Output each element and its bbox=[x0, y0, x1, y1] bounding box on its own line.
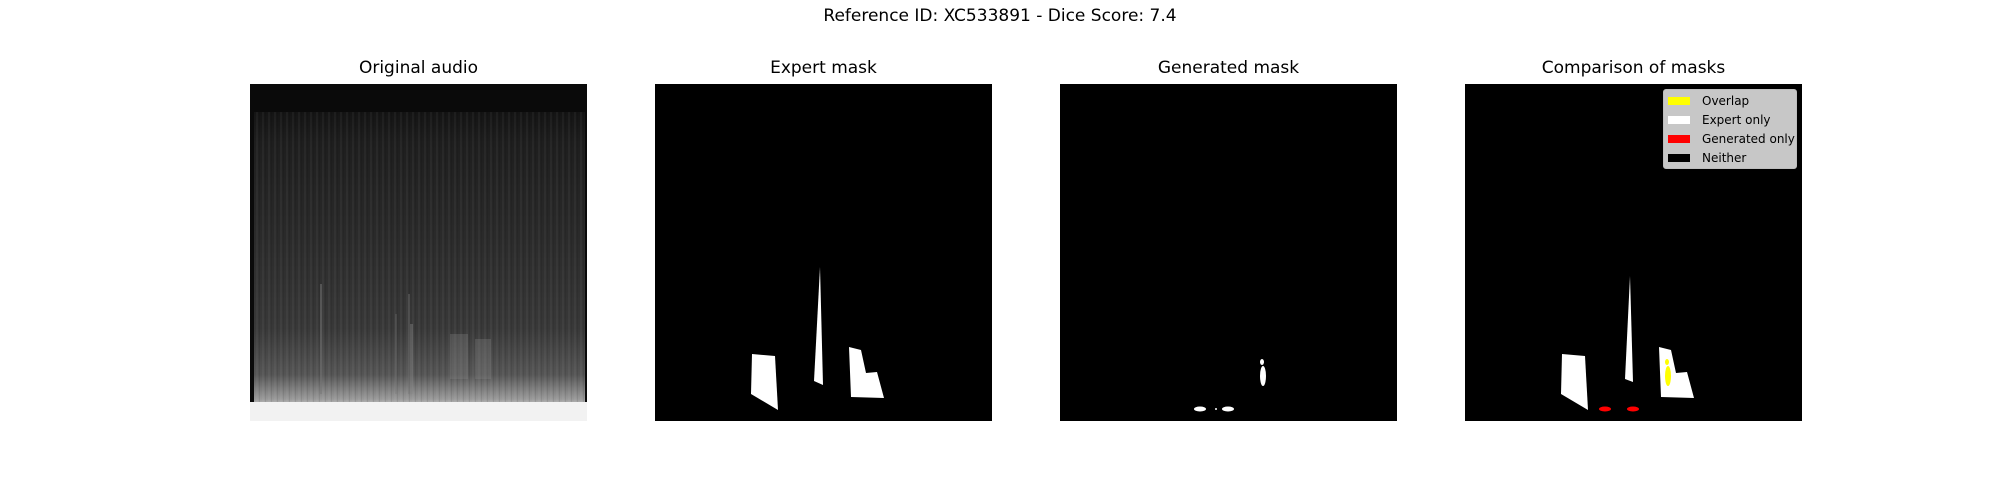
overlap-region-small bbox=[1665, 359, 1669, 365]
generated-only-region-2 bbox=[1627, 406, 1639, 412]
legend-swatch-generated-only bbox=[1668, 135, 1690, 143]
generated-mask-title: Generated mask bbox=[1157, 58, 1300, 78]
expert-mask-graphic bbox=[751, 267, 884, 410]
expert-mask-title: Expert mask bbox=[770, 58, 877, 78]
expert-region-right bbox=[849, 347, 884, 398]
legend-item-generated-only: Generated only bbox=[1668, 131, 1795, 147]
legend-label-generated-only: Generated only bbox=[1702, 132, 1795, 146]
generated-mask-graphic bbox=[1194, 359, 1266, 412]
legend-label-overlap: Overlap bbox=[1702, 94, 1750, 108]
generated-region-4 bbox=[1222, 406, 1234, 412]
generated-only-region-1 bbox=[1599, 406, 1611, 412]
comparison-image: Overlap Expert only Generated only Neith… bbox=[1465, 84, 1802, 421]
legend-item-overlap: Overlap bbox=[1668, 93, 1749, 109]
generated-region-3 bbox=[1194, 406, 1206, 412]
legend: Overlap Expert only Generated only Neith… bbox=[1663, 89, 1797, 169]
legend-swatch-neither bbox=[1668, 154, 1690, 162]
figure-title: Reference ID: XC533891 - Dice Score: 7.4 bbox=[823, 6, 1177, 26]
expert-region-middle bbox=[814, 267, 823, 385]
legend-item-expert-only: Expert only bbox=[1668, 112, 1771, 128]
generated-region-5 bbox=[1215, 408, 1217, 410]
expert-region-left bbox=[751, 354, 778, 410]
expert-only-region-middle bbox=[1625, 276, 1633, 382]
expert-mask-image bbox=[655, 84, 992, 421]
legend-label-neither: Neither bbox=[1702, 151, 1747, 165]
legend-label-expert-only: Expert only bbox=[1702, 113, 1771, 127]
generated-region-2 bbox=[1260, 359, 1264, 365]
expert-only-region-left bbox=[1561, 354, 1588, 410]
original-audio-title: Original audio bbox=[358, 58, 479, 78]
overlap-region bbox=[1665, 366, 1671, 386]
comparison-title: Comparison of masks bbox=[1541, 58, 1726, 78]
spectrogram-image bbox=[250, 84, 587, 421]
expert-only-region-right bbox=[1659, 347, 1694, 398]
generated-region-1 bbox=[1260, 366, 1266, 386]
legend-item-neither: Neither bbox=[1668, 150, 1746, 166]
generated-mask-image bbox=[1060, 84, 1397, 421]
comparison-graphic bbox=[1561, 276, 1694, 412]
spectrogram-graphic bbox=[250, 84, 587, 421]
legend-swatch-overlap bbox=[1668, 97, 1690, 105]
legend-swatch-expert-only bbox=[1668, 116, 1690, 124]
